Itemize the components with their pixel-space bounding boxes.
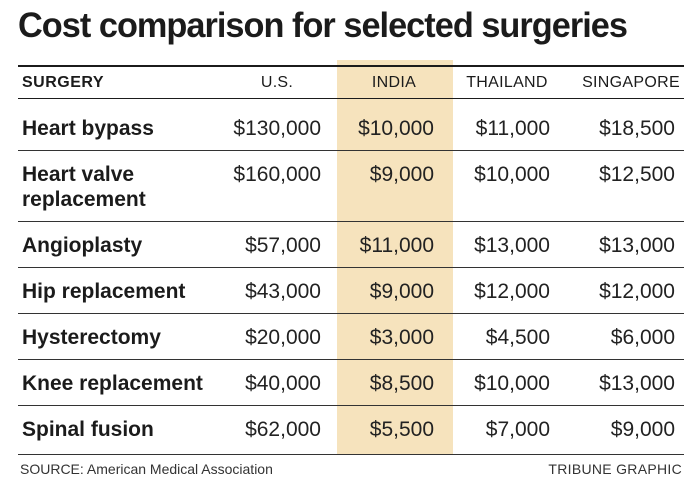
source-note: SOURCE: American Medical Association [20,461,273,477]
cell-thailand: $4,500 [485,326,550,349]
cell-thailand: $12,000 [474,280,550,303]
row-label: Angioplasty [22,234,143,257]
row-separator [18,150,684,151]
cell-us: $62,000 [245,418,321,441]
cell-india: $9,000 [369,280,434,303]
graphic-credit: TRIBUNE GRAPHIC [548,461,682,477]
row-separator [18,405,684,406]
cell-india: $10,000 [358,117,434,140]
column-header-india: INDIA [371,74,417,91]
cell-singapore: $6,000 [610,326,675,349]
cell-india: $8,500 [369,372,434,395]
row-label: Heart bypass [22,117,154,140]
cell-us: $160,000 [233,163,321,186]
cell-india: $3,000 [369,326,434,349]
row-separator [18,221,684,222]
column-header-surgery: SURGERY [22,74,105,91]
column-header-thailand: THAILAND [466,74,548,91]
cell-india: $5,500 [369,418,434,441]
cell-thailand: $11,000 [475,117,550,140]
cell-us: $20,000 [245,326,321,349]
cell-singapore: $12,500 [599,163,675,186]
row-label: Heart valve [22,163,135,186]
cell-singapore: $13,000 [599,372,675,395]
cell-india: $9,000 [369,163,434,186]
header-bottom-rule [18,98,684,99]
row-separator [18,359,684,360]
cell-us: $130,000 [233,117,321,140]
row-separator [18,267,684,268]
cell-thailand: $10,000 [474,372,550,395]
cell-us: $40,000 [245,372,321,395]
row-label: replacement [22,188,146,211]
row-separator [18,313,684,314]
cell-us: $43,000 [245,280,321,303]
cell-singapore: $18,500 [599,117,675,140]
row-label: Hysterectomy [22,326,161,349]
cell-singapore: $9,000 [610,418,675,441]
cell-singapore: $13,000 [599,234,675,257]
india-column-highlight [337,60,453,454]
cell-thailand: $10,000 [474,163,550,186]
row-label: Hip replacement [22,280,186,303]
header-top-rule [18,65,684,67]
cell-thailand: $7,000 [485,418,550,441]
chart-title: Cost comparison for selected surgeries [18,6,628,45]
row-label: Spinal fusion [22,418,154,441]
cell-thailand: $13,000 [474,234,550,257]
cell-us: $57,000 [245,234,321,257]
cell-india: $11,000 [359,234,434,257]
column-header-us: U.S. [260,74,294,91]
column-header-singapore: SINGAPORE [582,74,680,91]
row-label: Knee replacement [22,372,203,395]
table-bottom-rule [18,454,684,455]
cell-singapore: $12,000 [599,280,675,303]
